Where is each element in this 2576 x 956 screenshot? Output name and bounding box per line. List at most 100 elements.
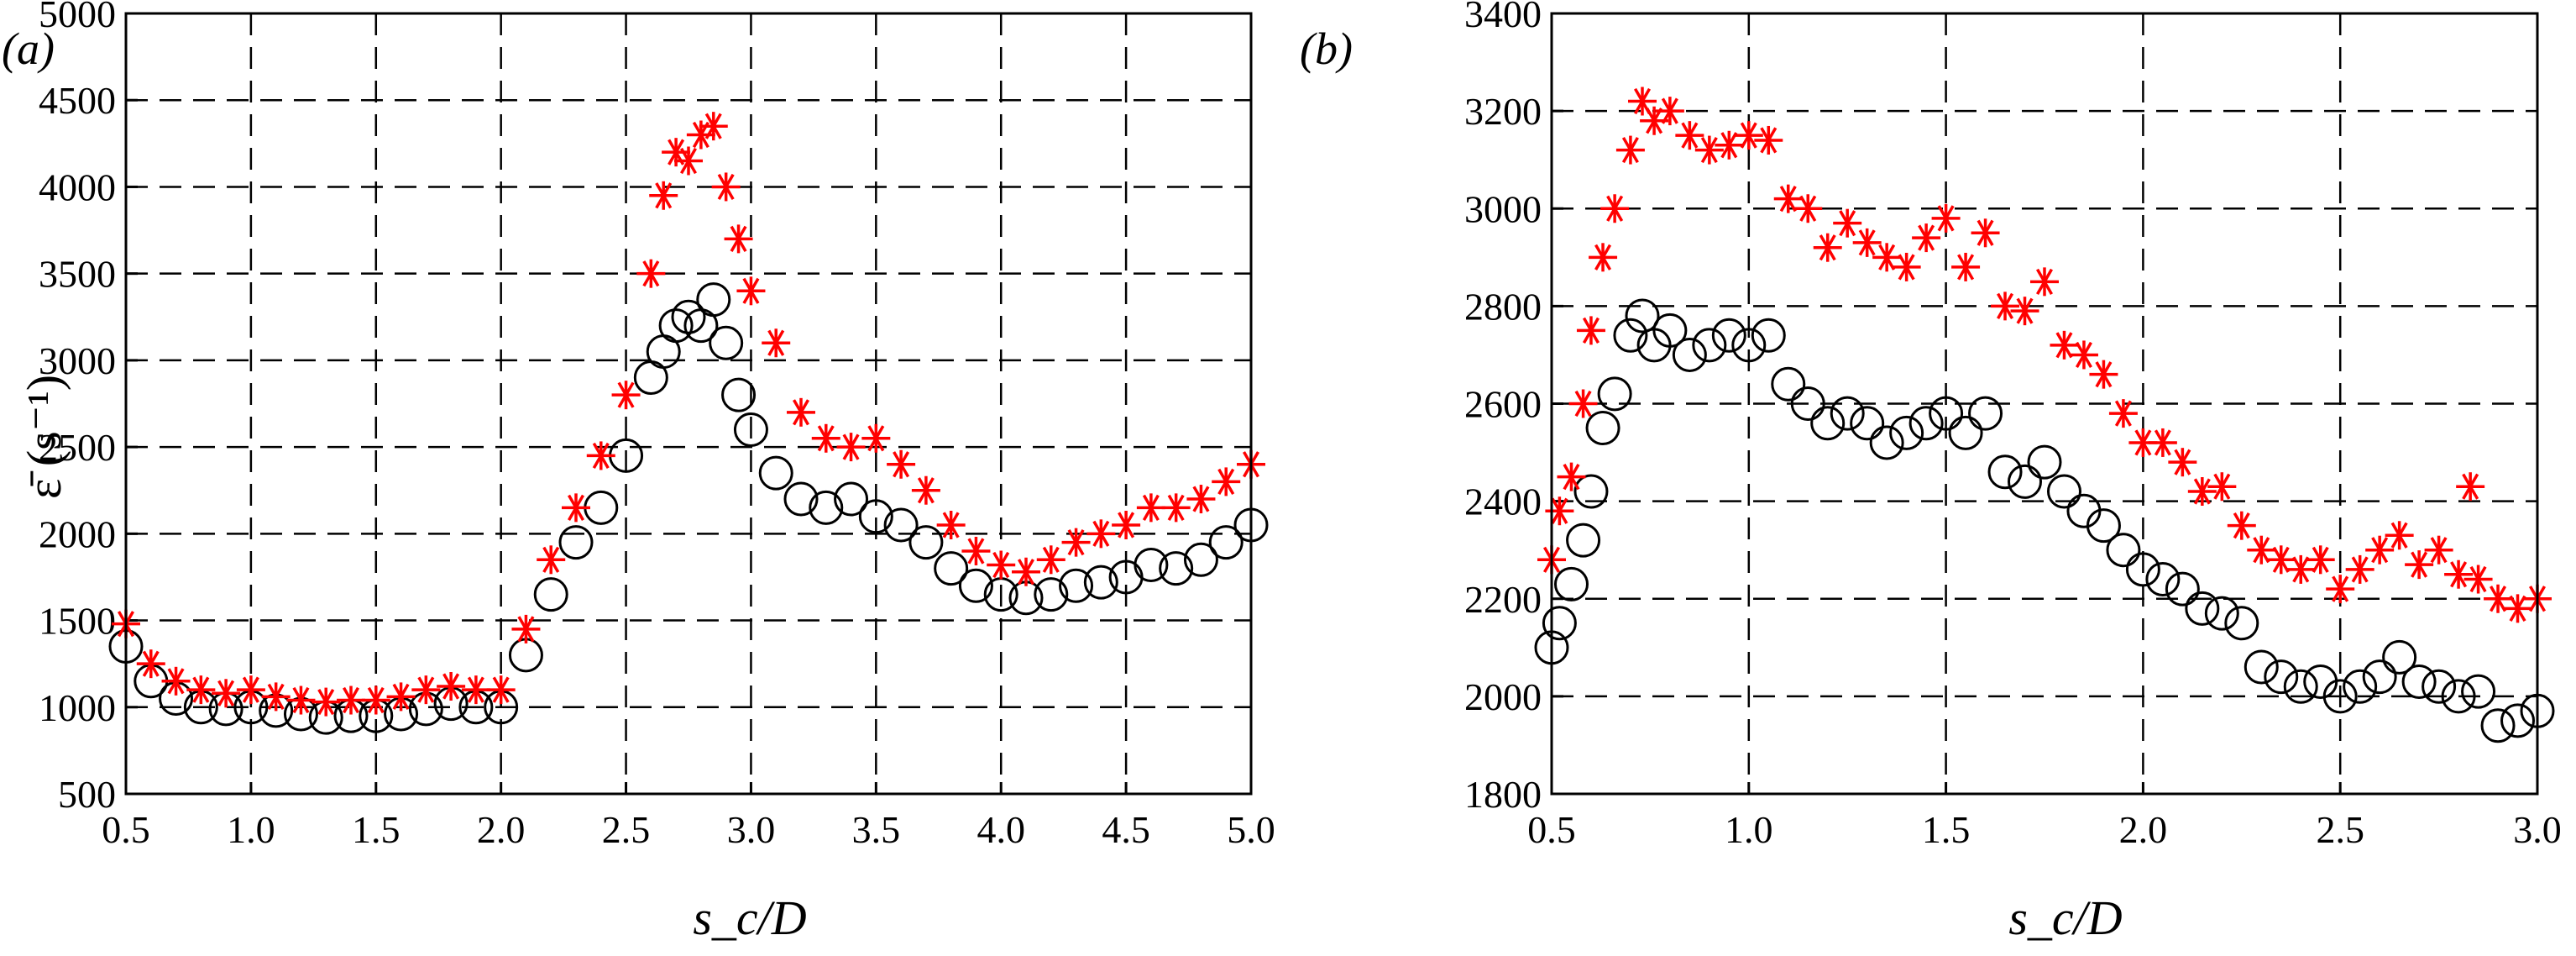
panel-b-asterisk-point <box>1991 292 2020 321</box>
panel-a-asterisk-point <box>1212 467 1241 496</box>
panel-a-y-tick-label: 4500 <box>39 79 116 122</box>
panel-b-circle-point <box>2086 508 2121 544</box>
panel-b-asterisk-point <box>2266 545 2296 575</box>
panel-a-asterisk-point <box>961 536 991 565</box>
panel-a-circle-point <box>558 525 594 560</box>
panel-b-x-tick-label: 3.0 <box>2513 808 2562 851</box>
panel-b-asterisk-point <box>2345 554 2374 584</box>
panel-a-circle-point <box>809 490 844 525</box>
panel-b-circle-point <box>2185 591 2220 626</box>
panel-b-asterisk-point <box>1600 194 1630 223</box>
panel-a-circle-point <box>1208 525 1243 560</box>
panel-b-circle-point <box>1850 406 1885 441</box>
panel-a-asterisk-point <box>186 675 216 705</box>
panel-b-asterisk-point <box>1813 233 1842 262</box>
panel-a-circle-point <box>696 282 731 318</box>
panel-b-label: (b) <box>1300 24 1353 74</box>
panel-a: (a) 0.5 1.0 1.5 2.0 2.5 3.0 3.5 4.0 4.5 5.0 500 100… <box>2 0 1275 945</box>
panel-b-asterisk-point <box>1557 462 1586 491</box>
panel-a-circle-point <box>533 577 568 612</box>
panel-b-y-tick-label: 2400 <box>1464 481 1542 523</box>
panel-a-circle-point <box>1034 577 1069 612</box>
panel-b-asterisk-point <box>2187 477 2217 507</box>
panel-b-circle-point <box>2027 444 2062 480</box>
panel-a-x-tick-label: 3.0 <box>727 808 776 851</box>
panel-b-asterisk-point <box>2089 360 2118 389</box>
panel-a-circle-point <box>758 455 793 491</box>
panel-b-asterisk-point <box>2227 511 2256 540</box>
panel-b-asterisk-point <box>2424 535 2453 565</box>
panel-a-red-series <box>112 112 1265 717</box>
panel-a-asterisk-point <box>461 675 490 705</box>
panel-b-circle-point <box>2343 669 2378 704</box>
panel-b-circle-point <box>2480 708 2516 743</box>
panel-b-x-tick-label: 0.5 <box>1527 808 1576 851</box>
panel-b-asterisk-point <box>1576 316 1605 345</box>
panel-b-ticks: 0.5 1.0 1.5 2.0 2.5 3.0 1800 2000 2200 2400 2600 28… <box>1464 0 2562 851</box>
panel-b-asterisk-point <box>1754 125 1783 155</box>
panel-b-asterisk-point <box>2108 399 2138 428</box>
panel-b-circle-point <box>1869 425 1904 460</box>
panel-b-asterisk-point <box>2286 554 2316 584</box>
panel-b-circle-point <box>1625 298 1660 334</box>
panel-a-y-tick-label: 4000 <box>39 165 116 208</box>
panel-b-asterisk-point <box>2148 428 2177 457</box>
panel-b-asterisk-point <box>1715 130 1744 160</box>
panel-a-asterisk-point <box>811 423 840 453</box>
panel-b-circle-point <box>1948 415 1983 450</box>
panel-b-circle-point <box>1597 376 1632 412</box>
panel-b-circle-point <box>2106 533 2141 568</box>
panel-b-y-tick-label: 2600 <box>1464 383 1542 426</box>
panel-b-circle-point <box>2401 664 2437 699</box>
panel-a-x-tick-label: 2.0 <box>477 808 526 851</box>
panel-b-asterisk-point <box>1872 243 1902 272</box>
panel-a-asterisk-point <box>1112 511 1141 540</box>
panel-b-asterisk-point <box>1568 389 1598 418</box>
panel-b-circle-point <box>2244 649 2279 685</box>
panel-a-asterisk-point <box>1012 557 1040 586</box>
panel-a-circle-point <box>908 525 944 560</box>
panel-b-circle-point <box>1573 474 1609 509</box>
panel-a-asterisk-point <box>1036 545 1065 575</box>
panel-b-circle-point <box>2362 659 2397 695</box>
panel-a-asterisk-point <box>437 672 466 701</box>
panel-b-frame <box>1550 12 2539 796</box>
panel-a-y-axis-label: ε̄ (s⁻¹) <box>17 375 71 499</box>
panel-b-circle-point <box>1652 313 1688 348</box>
panel-b-x-tick-label: 1.0 <box>1725 808 1773 851</box>
panel-b-circle-point <box>1830 396 1865 431</box>
panel-b-asterisk-point <box>2405 550 2434 580</box>
panel-b-circle-point <box>1692 328 1727 363</box>
panel-a-x-tick-label: 3.5 <box>852 808 901 851</box>
panel-b-asterisk-point <box>2207 472 2237 502</box>
panel-a-circle-point <box>733 412 768 447</box>
panel-b-asterisk-point <box>1892 252 1921 281</box>
panel-b-x-axis-label: s_c/D <box>2008 890 2122 945</box>
panel-a-circle-point <box>721 377 757 412</box>
panel-a-asterisk-point <box>636 259 666 288</box>
panel-a-asterisk-point <box>836 433 866 462</box>
panel-a-asterisk-point <box>236 675 265 705</box>
panel-a-asterisk-point <box>261 682 291 712</box>
panel-b-asterisk-point <box>2069 340 2098 370</box>
panel-b-red-series <box>1537 87 2552 623</box>
panel-b-asterisk-point <box>1589 243 1618 272</box>
panel-a-asterisk-point <box>411 675 441 705</box>
panel-a-asterisk-point <box>724 224 753 254</box>
panel-b-asterisk-point <box>1793 194 1823 223</box>
panel-a-circle-point <box>1159 551 1194 586</box>
panel-b-circle-point <box>2422 669 2457 704</box>
panel-a-x-tick-label: 4.0 <box>976 808 1025 851</box>
panel-a-circle-point <box>1134 547 1169 582</box>
panel-b-circle-point <box>1889 415 1924 450</box>
panel-b-circle-point <box>2322 679 2358 714</box>
panel-a-x-tick-label: 2.5 <box>602 808 651 851</box>
panel-b-circle-point <box>1810 406 1846 441</box>
panel-b-circle-point <box>1553 566 1589 601</box>
panel-a-asterisk-point <box>762 328 791 358</box>
panel-a-asterisk-point <box>1161 493 1191 523</box>
panel-b-circle-point <box>1711 318 1746 353</box>
panel-b-circle-point <box>2046 474 2081 509</box>
panel-b-circle-point <box>2165 571 2200 607</box>
panel-b-asterisk-point <box>1694 135 1724 165</box>
